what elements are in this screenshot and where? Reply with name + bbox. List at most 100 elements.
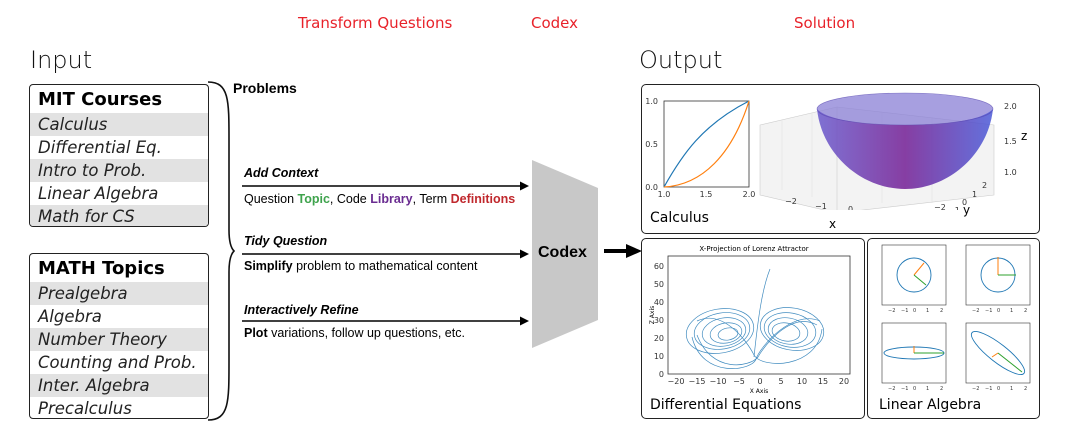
tick-label: 2 <box>940 386 943 392</box>
mit-courses-box: MIT Courses Calculus Differential Eq. In… <box>29 84 209 227</box>
tick-label: 20 <box>654 334 664 343</box>
output-heading: Output <box>639 46 723 74</box>
arrow-icon <box>242 181 529 191</box>
desc-segment: problem to mathematical content <box>292 259 478 273</box>
tick-label: 1 <box>880 209 885 210</box>
desc-segment: Library <box>370 192 413 206</box>
calculus-plots: 1.0 0.5 0.0 1.0 1.5 2.0 2.0 <box>645 92 1027 210</box>
y-axis-label: y <box>963 203 971 217</box>
tick-label: 0 <box>913 386 916 392</box>
list-item: Math for CS <box>30 205 208 226</box>
diffeq-panel: X-Projection of Lorenz Attractor 60 50 4… <box>641 238 865 419</box>
subplot <box>881 322 947 384</box>
tick-label: 2.0 <box>1004 102 1017 111</box>
tick-label: −2 <box>785 197 797 206</box>
mit-courses-title: MIT Courses <box>38 89 163 110</box>
tick-label: 10 <box>654 352 664 361</box>
tick-label: 0 <box>997 386 1000 392</box>
list-item: Intro to Prob. <box>30 159 208 182</box>
header-transform-questions: Transform Questions <box>298 14 453 32</box>
subplot <box>965 244 1031 306</box>
tick-label: −2 <box>972 308 979 314</box>
tick-label: 30 <box>654 316 664 325</box>
tick-label: 1.0 <box>645 97 658 106</box>
tick-label: 1 <box>926 308 929 314</box>
list-item: Linear Algebra <box>38 184 159 203</box>
tick-label: 1.0 <box>658 190 671 199</box>
plot3d: 2.0 1.5 1.0 z 2 1 0 −1 −2 −2 −1 0 1 2 <box>759 92 1027 210</box>
desc-segment: , Term <box>412 192 451 206</box>
arrow-icon <box>242 249 529 259</box>
list-item: Calculus <box>30 113 208 136</box>
tick-label: −1 <box>985 308 992 314</box>
tick-label: −5 <box>733 377 745 386</box>
problems-label: Problems <box>233 80 297 96</box>
tick-label: 15 <box>818 377 828 386</box>
tick-label: 0 <box>913 308 916 314</box>
step-title-interactively-refine: Interactively Refine <box>244 303 359 317</box>
tick-label: −2 <box>888 308 895 314</box>
tick-label: −2 <box>888 386 895 392</box>
tick-label: 60 <box>654 262 664 271</box>
tick-label: −1 <box>901 308 908 314</box>
tick-label: 2 <box>982 181 987 190</box>
tick-label: −1 <box>901 386 908 392</box>
plot-title: X-Projection of Lorenz Attractor <box>699 245 808 253</box>
subplot <box>881 244 947 306</box>
tick-label: −1 <box>815 202 827 210</box>
list-item: Counting and Prob. <box>38 353 197 372</box>
tick-label: 1.5 <box>1004 137 1017 146</box>
header-solution: Solution <box>794 14 856 32</box>
list-item: Differential Eq. <box>38 138 162 157</box>
tick-label: 1 <box>1010 386 1013 392</box>
linalg-plots: −2 −1 0 1 2 −2 −1 0 1 2 −2 −1 0 1 2 −2 −… <box>881 244 1031 392</box>
tick-label: −2 <box>972 386 979 392</box>
tick-label: 2 <box>1024 308 1027 314</box>
step-desc-tidy-question: Simplify problem to mathematical content <box>244 259 477 273</box>
desc-segment: variations, follow up questions, etc. <box>267 326 465 340</box>
arrow-icon <box>604 244 642 258</box>
math-topics-box: MATH Topics Prealgebra Algebra Number Th… <box>29 253 209 419</box>
tick-label: 0 <box>997 308 1000 314</box>
list-item: Prealgebra <box>30 282 208 305</box>
desc-segment: Question <box>244 192 298 206</box>
tick-label: 1 <box>1010 308 1013 314</box>
diffeq-label: Differential Equations <box>650 397 802 413</box>
math-topics-title: MATH Topics <box>38 258 165 279</box>
list-item: Precalculus <box>38 399 132 418</box>
desc-segment: , Code <box>329 192 371 206</box>
orange-curve <box>663 100 750 188</box>
tick-label: 1.5 <box>700 190 713 199</box>
z-axis-label: z <box>1021 129 1027 143</box>
blue-curve <box>663 100 750 188</box>
tick-label: 1 <box>972 190 977 199</box>
tick-label: 2 <box>1024 386 1027 392</box>
tick-label: −2 <box>934 203 946 210</box>
step-title-add-context: Add Context <box>244 166 319 180</box>
brace-icon <box>207 81 235 421</box>
desc-segment: Topic <box>297 192 330 206</box>
tick-label: 1 <box>926 386 929 392</box>
y-axis-label: Z Axis <box>649 306 656 324</box>
tick-label: 2 <box>940 308 943 314</box>
tick-label: 50 <box>654 280 664 289</box>
step-title-tidy-question: Tidy Question <box>244 234 328 248</box>
calculus-label: Calculus <box>650 210 709 226</box>
tick-label: 0.0 <box>645 183 658 192</box>
codex-block <box>532 160 598 348</box>
step-desc-interactively-refine: Plot variations, follow up questions, et… <box>244 326 465 340</box>
desc-segment: Definitions <box>450 192 516 206</box>
tick-label: −15 <box>689 377 706 386</box>
tick-label: 2.0 <box>743 190 756 199</box>
arrow-icon <box>242 316 529 326</box>
tick-label: 0.5 <box>645 140 658 149</box>
tick-label: 10 <box>797 377 807 386</box>
x-axis-label: x <box>829 217 837 231</box>
linalg-label: Linear Algebra <box>879 397 982 413</box>
tick-label: −1 <box>985 386 992 392</box>
list-item: Inter. Algebra <box>30 374 208 397</box>
input-heading: Input <box>30 46 93 74</box>
tick-label: 0 <box>659 370 664 379</box>
subplot <box>965 322 1031 384</box>
tick-label: 20 <box>839 377 849 386</box>
